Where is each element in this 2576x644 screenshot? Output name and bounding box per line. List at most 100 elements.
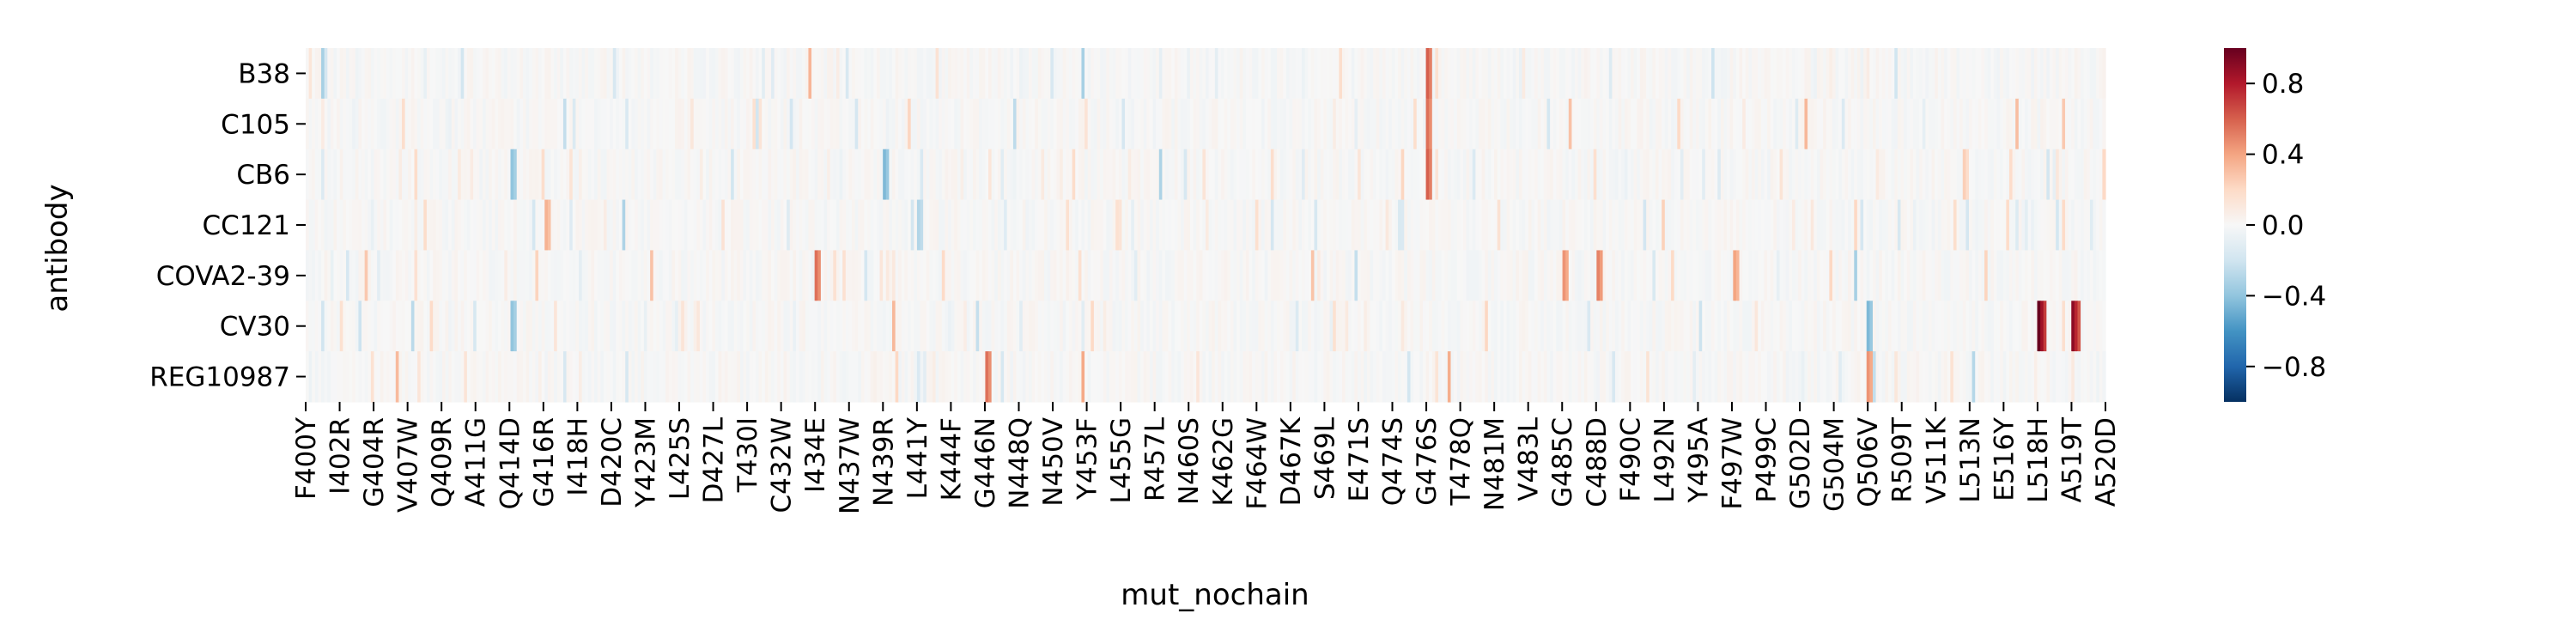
heatmap-cell xyxy=(1689,98,1693,150)
heatmap-cell xyxy=(920,149,924,201)
heatmap-cell xyxy=(1323,351,1327,403)
heatmap-cell xyxy=(1879,301,1883,352)
heatmap-cell xyxy=(780,98,785,150)
heatmap-cell xyxy=(724,98,729,150)
heatmap-cell xyxy=(1261,199,1266,252)
heatmap-cell xyxy=(969,149,974,201)
heatmap-cell xyxy=(839,351,843,403)
heatmap-cell xyxy=(587,149,592,201)
heatmap-cell xyxy=(1733,199,1737,252)
heatmap-cell xyxy=(1044,351,1048,403)
heatmap-cell xyxy=(420,301,424,352)
heatmap-cell xyxy=(1708,48,1712,100)
heatmap-cell xyxy=(476,250,480,301)
x-tick-label: G502D xyxy=(1785,417,1816,509)
heatmap-cell xyxy=(1100,149,1104,201)
heatmap-cell xyxy=(1152,351,1157,403)
heatmap-cell xyxy=(677,48,682,100)
heatmap-cell xyxy=(690,199,695,252)
heatmap-cell xyxy=(522,199,527,252)
heatmap-cell xyxy=(966,301,970,352)
heatmap-cell xyxy=(1230,301,1235,352)
heatmap-cell xyxy=(566,301,570,352)
heatmap-cell xyxy=(774,351,778,403)
heatmap-cell xyxy=(1004,149,1008,201)
heatmap-cell xyxy=(1022,250,1026,301)
heatmap-cell xyxy=(374,351,378,403)
heatmap-cell xyxy=(1764,149,1768,201)
heatmap-cell xyxy=(1351,98,1356,150)
heatmap-cell xyxy=(724,149,729,201)
heatmap-cell xyxy=(1664,48,1669,100)
heatmap-cell xyxy=(1348,301,1352,352)
heatmap-cell xyxy=(1996,48,2001,100)
heatmap-cell xyxy=(637,301,641,352)
heatmap-cell xyxy=(2049,149,2054,201)
heatmap-cell xyxy=(1345,351,1349,403)
heatmap-cell xyxy=(501,351,505,403)
heatmap-cell xyxy=(504,199,508,252)
heatmap-cell xyxy=(762,48,766,100)
heatmap-cell xyxy=(1872,351,1877,403)
heatmap-cell xyxy=(408,48,412,100)
heatmap-cell xyxy=(1708,199,1712,252)
heatmap-cell xyxy=(988,98,993,150)
heatmap-cell xyxy=(737,351,741,403)
heatmap-cell xyxy=(1037,48,1042,100)
heatmap-cell xyxy=(439,351,443,403)
heatmap-cell xyxy=(706,250,710,301)
heatmap-cell xyxy=(1279,149,1284,201)
heatmap-cell xyxy=(314,149,319,201)
heatmap-cell xyxy=(1891,301,1895,352)
heatmap-cell xyxy=(1339,250,1343,301)
heatmap-cell xyxy=(708,250,713,301)
x-tick-label: F464W xyxy=(1242,417,1273,510)
heatmap-cell xyxy=(1320,48,1324,100)
heatmap-cell xyxy=(364,351,368,403)
heatmap-cell xyxy=(1103,351,1107,403)
heatmap-cell xyxy=(923,351,927,403)
heatmap-cell xyxy=(675,199,679,252)
heatmap-cell xyxy=(610,199,614,252)
heatmap-cell xyxy=(1335,48,1340,100)
heatmap-cell xyxy=(929,351,933,403)
heatmap-cell xyxy=(1398,199,1402,252)
y-tick-label: REG10987 xyxy=(149,362,290,393)
heatmap-cell xyxy=(662,48,666,100)
heatmap-cell xyxy=(1037,250,1042,301)
heatmap-cell xyxy=(1227,301,1231,352)
heatmap-cell xyxy=(1929,301,1933,352)
heatmap-cell xyxy=(544,149,549,201)
heatmap-cell xyxy=(945,48,949,100)
heatmap-cell xyxy=(823,48,828,100)
heatmap-cell xyxy=(306,301,310,352)
heatmap-cell xyxy=(1656,149,1660,201)
heatmap-cell xyxy=(749,351,753,403)
heatmap-cell xyxy=(318,98,322,150)
heatmap-cell xyxy=(1115,98,1120,150)
heatmap-cell xyxy=(780,250,785,301)
heatmap-cell xyxy=(1727,199,1731,252)
heatmap-cell xyxy=(1990,98,1995,150)
heatmap-cell xyxy=(560,301,564,352)
heatmap-cell xyxy=(904,98,908,150)
heatmap-cell xyxy=(1348,199,1352,252)
heatmap-cell xyxy=(560,199,564,252)
heatmap-cell xyxy=(641,149,645,201)
heatmap-cell xyxy=(1125,98,1129,150)
heatmap-cell xyxy=(733,250,738,301)
colorbar-tick-label: 0.0 xyxy=(2262,210,2304,241)
heatmap-cell xyxy=(1612,149,1616,201)
heatmap-cell xyxy=(510,199,514,252)
heatmap-cell xyxy=(1444,149,1449,201)
heatmap-cell xyxy=(1835,149,1839,201)
heatmap-cell xyxy=(2015,250,2020,301)
heatmap-cell xyxy=(1944,250,1948,301)
heatmap-cell xyxy=(820,351,825,403)
heatmap-cell xyxy=(1481,149,1485,201)
heatmap-cell xyxy=(349,301,353,352)
heatmap-cell xyxy=(1506,250,1510,301)
heatmap-cell xyxy=(839,199,843,252)
heatmap-cell xyxy=(1764,48,1768,100)
heatmap-cell xyxy=(597,199,601,252)
